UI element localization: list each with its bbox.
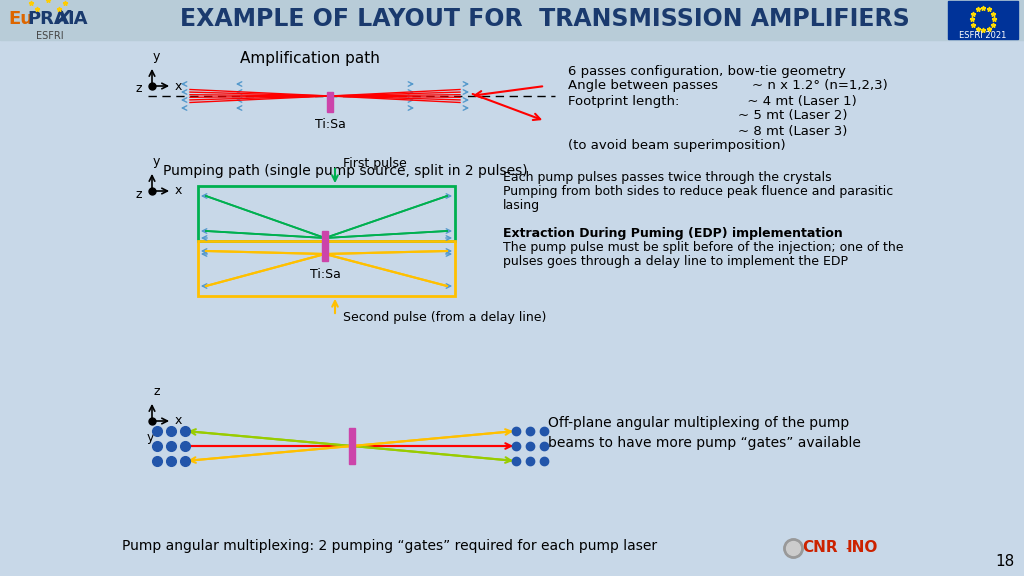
Text: y: y	[146, 431, 154, 444]
Text: Footprint length:                ~ 4 mt (Laser 1): Footprint length: ~ 4 mt (Laser 1)	[568, 94, 857, 108]
Text: ESFRI 2021: ESFRI 2021	[959, 32, 1007, 40]
Text: Pump angular multiplexing: 2 pumping “gates” required for each pump laser: Pump angular multiplexing: 2 pumping “ga…	[123, 539, 657, 553]
Text: Pumping path (single pump source, split in 2 pulses): Pumping path (single pump source, split …	[163, 164, 527, 178]
Bar	[0, 0, 1024, 40]
Text: x: x	[175, 184, 182, 198]
Text: Eu: Eu	[8, 10, 33, 28]
Text: 18: 18	[995, 554, 1015, 569]
Text: Amplification path: Amplification path	[240, 51, 380, 66]
Bar	[198, 241, 455, 296]
Text: z: z	[153, 385, 160, 398]
Text: y: y	[153, 155, 161, 168]
Bar	[198, 186, 455, 241]
Text: INO: INO	[846, 540, 878, 555]
Text: y: y	[153, 50, 161, 63]
Text: Each pump pulses passes twice through the crystals: Each pump pulses passes twice through th…	[503, 172, 831, 184]
Bar	[322, 231, 328, 261]
Text: ESFRI: ESFRI	[36, 31, 63, 41]
Text: CNR: CNR	[802, 540, 838, 555]
Bar	[327, 92, 333, 112]
Text: Angle between passes        ~ n x 1.2° (n=1,2,3): Angle between passes ~ n x 1.2° (n=1,2,3…	[568, 79, 888, 93]
Text: Pumping from both sides to reduce peak fluence and parasitic: Pumping from both sides to reduce peak f…	[503, 185, 893, 199]
Text: First pulse: First pulse	[343, 157, 407, 170]
Text: X: X	[56, 9, 71, 28]
Text: 6 passes configuration, bow-tie geometry: 6 passes configuration, bow-tie geometry	[568, 65, 846, 78]
Text: pulses goes through a delay line to implement the EDP: pulses goes through a delay line to impl…	[503, 256, 848, 268]
Text: x: x	[175, 415, 182, 427]
Text: lasing: lasing	[503, 199, 540, 213]
Text: z: z	[135, 82, 142, 96]
Bar	[349, 428, 355, 464]
Text: Ti:Sa: Ti:Sa	[314, 118, 345, 131]
Text: -: -	[845, 540, 851, 555]
Text: (to avoid beam superimposition): (to avoid beam superimposition)	[568, 139, 785, 153]
Text: EXAMPLE OF LAYOUT FOR  TRANSMISSION AMPLIFIERS: EXAMPLE OF LAYOUT FOR TRANSMISSION AMPLI…	[180, 7, 910, 31]
Text: Off-plane angular multiplexing of the pump
beams to have more pump “gates” avail: Off-plane angular multiplexing of the pu…	[548, 416, 861, 450]
Text: The pump pulse must be split before of the injection; one of the: The pump pulse must be split before of t…	[503, 241, 903, 255]
Text: PRA: PRA	[27, 10, 68, 28]
Text: IA: IA	[67, 10, 87, 28]
Text: ~ 8 mt (Laser 3): ~ 8 mt (Laser 3)	[568, 124, 848, 138]
Text: z: z	[135, 188, 142, 200]
Text: Extraction During Puming (EDP) implementation: Extraction During Puming (EDP) implement…	[503, 228, 843, 241]
Text: Second pulse (from a delay line): Second pulse (from a delay line)	[343, 312, 547, 324]
Bar	[948, 1, 1018, 39]
Text: x: x	[175, 79, 182, 93]
Text: ~ 5 mt (Laser 2): ~ 5 mt (Laser 2)	[568, 109, 848, 123]
Text: Ti:Sa: Ti:Sa	[309, 268, 340, 281]
